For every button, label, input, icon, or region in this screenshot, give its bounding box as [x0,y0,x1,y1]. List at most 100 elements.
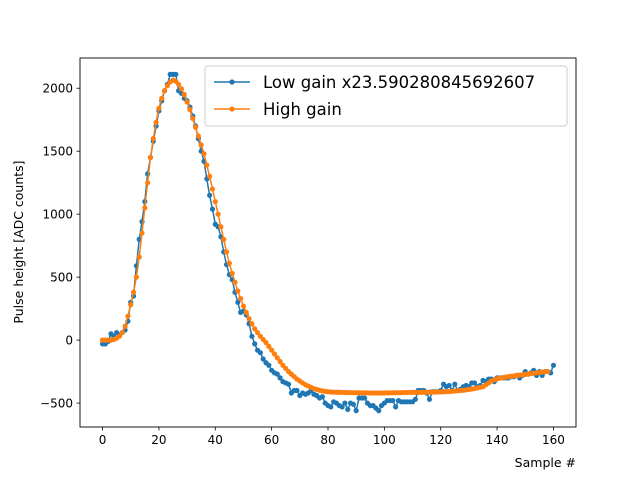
data-point [207,173,213,179]
data-point [139,230,145,236]
data-point [128,302,134,308]
y-tick-label: −500 [40,397,73,411]
data-point [147,154,154,161]
data-point [184,99,190,105]
legend-box [204,65,568,127]
data-point [153,119,159,125]
data-point [249,321,255,327]
data-point [173,71,179,77]
x-tick-label: 160 [542,433,565,447]
series-lines [99,71,557,414]
data-point [471,380,478,386]
data-point [178,86,185,92]
data-point [161,88,168,94]
data-point [426,396,433,402]
data-point [257,350,263,356]
data-point [235,288,241,294]
data-point [221,236,227,242]
legend-dot-low-gain [229,79,235,85]
data-point [243,309,249,315]
data-point [226,260,232,266]
data-point [164,83,170,89]
data-point [260,356,266,362]
data-point [181,91,187,98]
data-point [274,355,280,361]
data-point [452,381,458,387]
data-point [145,180,151,186]
legend: Low gain x23.590280845692607 High gain [204,65,568,127]
data-point [142,205,148,211]
data-point [223,249,230,255]
data-point [192,124,199,130]
data-point [254,329,261,336]
data-point [285,381,292,387]
data-point [266,362,272,368]
data-point [246,316,252,322]
y-tick-label: 0 [65,334,73,348]
data-point [238,295,244,302]
data-point [342,400,348,406]
data-point [271,351,278,357]
x-tick-label: 20 [151,433,166,447]
data-point [130,289,137,295]
data-point [133,274,139,280]
data-point [353,408,359,414]
data-point [249,333,255,339]
data-point [212,198,218,205]
data-point [263,340,269,346]
data-point [277,375,283,381]
data-point [176,81,182,88]
data-point [274,371,280,377]
y-tick-label: 1000 [42,208,73,222]
data-point [446,382,452,389]
data-point [150,136,156,142]
data-point [125,313,131,319]
data-point [328,404,334,410]
x-tick-label: 120 [429,433,452,447]
data-point [198,142,204,148]
y-axis: −500 0 500 1000 1500 2000 [40,82,80,411]
x-tick-label: 60 [264,433,279,447]
data-point [209,186,216,192]
x-tick-label: 140 [486,433,509,447]
data-point [232,279,238,285]
x-tick-label: 0 [99,433,107,447]
y-axis-label: Pulse height [ADC counts] [11,160,26,323]
data-point [201,151,207,157]
data-point [235,299,241,305]
x-tick-label: 100 [373,433,396,447]
data-point [136,254,142,260]
data-point [116,333,123,339]
data-point [204,162,210,168]
y-tick-label: 500 [50,271,73,285]
legend-dot-high-gain [229,106,235,112]
data-point [269,347,275,353]
data-point [350,401,356,407]
data-point [240,303,247,309]
data-point [339,404,345,410]
data-point [545,368,551,375]
data-point [390,397,396,404]
data-point [362,395,368,401]
data-point [277,358,283,365]
data-point [252,341,258,347]
data-point [195,133,201,139]
x-tick-label: 40 [208,433,223,447]
data-point [550,362,557,368]
data-point [319,394,325,400]
data-point [266,343,272,349]
data-point [376,408,382,414]
data-point [122,323,128,329]
data-point [218,224,224,230]
data-point [207,192,213,198]
x-axis-label: Sample # [515,455,576,470]
series-1 [99,77,551,396]
data-point [190,115,196,122]
data-point [345,406,351,412]
data-point [393,404,399,410]
y-tick-label: 1500 [42,145,73,159]
data-point [294,387,300,394]
data-point [159,95,165,101]
legend-label-low-gain: Low gain x23.590280845692607 [263,73,535,92]
